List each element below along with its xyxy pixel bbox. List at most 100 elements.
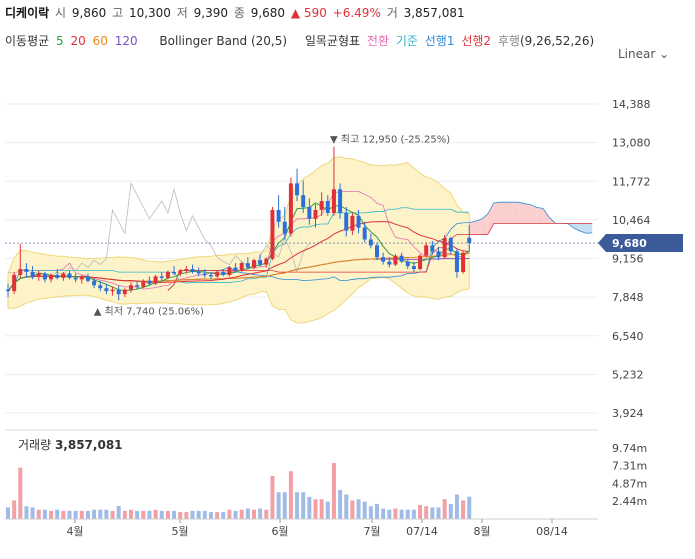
volume-bar xyxy=(67,510,72,519)
volume-bar xyxy=(129,509,133,519)
candle-body xyxy=(6,289,10,292)
candle-body xyxy=(393,255,398,265)
volume-bar xyxy=(442,499,447,519)
volume-bar xyxy=(208,512,213,519)
volume-bar xyxy=(319,499,324,519)
candle-body xyxy=(110,289,115,292)
candle xyxy=(252,258,256,270)
candle-body xyxy=(178,270,183,274)
candle xyxy=(61,271,66,281)
ichimoku-label[interactable]: 일목균형표 xyxy=(304,34,361,48)
candle xyxy=(98,280,103,292)
time-tick-label: 5월 xyxy=(171,525,188,538)
volume-bar xyxy=(245,508,250,519)
candle xyxy=(448,236,453,255)
volume-bar xyxy=(301,492,306,519)
cloud-segment xyxy=(543,208,550,224)
candle xyxy=(301,180,306,213)
volume-tick-label: 7.31m xyxy=(612,460,647,473)
candle-body xyxy=(411,266,416,270)
candle xyxy=(393,254,398,267)
candle-body xyxy=(30,271,35,277)
volume-bar xyxy=(233,510,238,519)
candle xyxy=(6,283,10,298)
candle xyxy=(387,257,392,268)
ma-label[interactable]: 이동평균 xyxy=(5,34,50,48)
volume-bar xyxy=(239,509,244,519)
volume-bar xyxy=(79,510,84,519)
volume-bar xyxy=(153,509,158,519)
candle-body xyxy=(196,271,201,274)
candle xyxy=(190,264,195,274)
open-label: 시 xyxy=(55,6,67,20)
bollinger-label[interactable]: Bollinger Band (20,5) xyxy=(159,34,288,48)
volume-bar xyxy=(73,510,78,519)
cloud-segment xyxy=(487,202,494,235)
volume-bar xyxy=(424,506,429,519)
candle-body xyxy=(418,255,423,270)
indicator-legend: 이동평균 5 20 60 120 Bollinger Band (20,5) 일… xyxy=(5,32,597,49)
volume-bar xyxy=(42,509,47,519)
candle-body xyxy=(73,277,78,280)
ichimoku-params: (9,26,52,26) xyxy=(519,34,595,48)
candle-body xyxy=(104,288,109,292)
candle xyxy=(411,261,416,272)
candle xyxy=(436,246,441,261)
candle-body xyxy=(448,238,453,252)
candle xyxy=(165,270,170,280)
volume-bar xyxy=(172,510,177,519)
volume-label: 거 xyxy=(386,6,398,20)
candle xyxy=(233,263,238,272)
current-price-label: 9,680 xyxy=(612,237,647,250)
time-tick-label: 6월 xyxy=(271,525,288,538)
volume-bar xyxy=(215,512,220,519)
ma-20-line xyxy=(7,221,470,292)
candle-body xyxy=(79,276,84,280)
volume-tick-label: 9.74m xyxy=(612,442,647,455)
candle-body xyxy=(461,252,466,272)
candle xyxy=(418,254,423,271)
candle-body xyxy=(331,189,336,213)
cloud-segment xyxy=(573,223,580,231)
candle-body xyxy=(190,269,195,272)
candle xyxy=(331,146,336,216)
current-price-tag xyxy=(598,234,683,253)
candle xyxy=(12,271,17,295)
candle xyxy=(73,273,78,283)
stock-name: 디케이락 xyxy=(5,6,50,20)
volume-bar xyxy=(461,500,466,519)
candle-body xyxy=(295,183,300,196)
price-tick-label: 9,156 xyxy=(612,253,644,266)
price-header: 디케이락 시 9,860 고 10,300 저 9,390 종 9,680 ▲ … xyxy=(5,4,467,21)
scale-selector[interactable]: Linear ⌄ xyxy=(618,47,669,61)
candle xyxy=(153,274,158,286)
volume-bar xyxy=(252,509,256,519)
volume-bar xyxy=(221,512,226,519)
candle xyxy=(221,269,226,277)
candle xyxy=(49,273,54,283)
candle-body xyxy=(233,267,238,271)
candle xyxy=(381,252,386,265)
volume-bar xyxy=(313,499,318,519)
candle-body xyxy=(258,260,263,265)
chevron-down-icon: ⌄ xyxy=(659,47,670,61)
volume-bar xyxy=(49,510,54,519)
ichimoku-span2-label: 선행2 xyxy=(461,34,492,48)
candle xyxy=(307,198,312,225)
candle xyxy=(282,207,287,240)
bollinger-band xyxy=(7,156,470,324)
time-tick-label: 4월 xyxy=(66,525,83,538)
candle-body xyxy=(159,276,164,278)
time-axis: 4월 5월 6월 7월 07/14 8월 08/14 xyxy=(5,518,598,538)
cloud-segment xyxy=(506,202,513,224)
volume-bar xyxy=(178,512,183,519)
candle-body xyxy=(227,267,232,275)
candle xyxy=(325,195,330,216)
candle xyxy=(141,279,146,289)
volume-bar xyxy=(110,510,115,519)
candle xyxy=(208,271,213,280)
cloud-segment xyxy=(500,202,507,224)
candle xyxy=(79,274,84,284)
volume-bar xyxy=(276,492,281,519)
